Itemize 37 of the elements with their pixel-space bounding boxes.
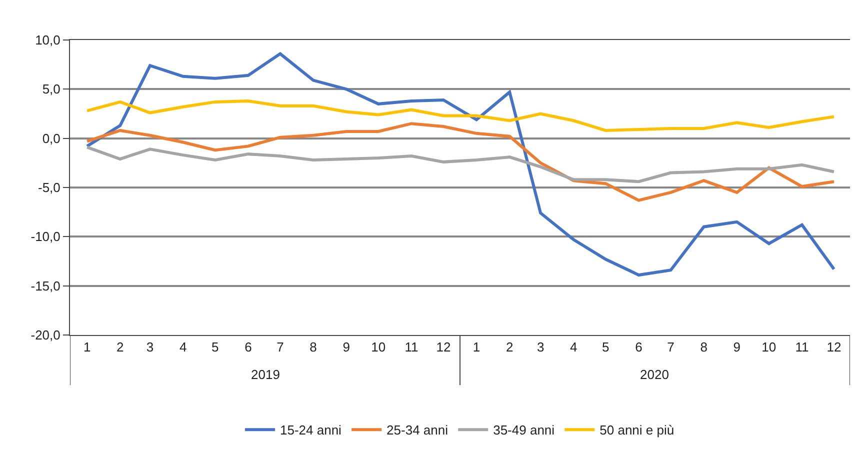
x-tick-label: 10 — [762, 340, 776, 355]
x-tick-label: 10 — [371, 340, 386, 355]
x-tick-label: 5 — [212, 340, 219, 355]
legend-label: 35-49 anni — [493, 422, 555, 438]
x-tick-label: 1 — [83, 340, 91, 355]
x-tick-label: 9 — [733, 340, 741, 355]
x-tick-label: 5 — [602, 340, 610, 355]
text: 2019 — [251, 367, 280, 382]
x-tick-label: 11 — [795, 340, 809, 355]
x-tick-label: 3 — [536, 340, 544, 355]
x-tick-label: 8 — [310, 340, 317, 355]
legend-label: 25-34 anni — [386, 422, 448, 438]
y-tick-label: 10,0 — [35, 32, 60, 48]
x-tick-label: 8 — [700, 340, 708, 355]
y-tick-label: -10,0 — [30, 229, 60, 244]
x-tick-label: 4 — [570, 340, 578, 355]
x-tick-label: 6 — [635, 340, 642, 355]
legend-label: 15-24 anni — [280, 422, 342, 438]
legend-label: 50 anni e più — [600, 422, 674, 438]
x-tick-label: 7 — [276, 340, 284, 355]
text: 2020 — [640, 367, 669, 382]
x-tick-label: 7 — [667, 340, 674, 355]
y-tick-label: 0,0 — [42, 130, 60, 146]
y-tick-label: 5,0 — [42, 82, 60, 97]
y-tick-label: -5,0 — [38, 180, 60, 196]
x-tick-label: 1 — [472, 340, 480, 355]
x-tick-label: 4 — [179, 340, 187, 355]
x-tick-label: 3 — [146, 340, 154, 355]
y-tick-label: -20,0 — [30, 328, 60, 343]
x-tick-label: 2 — [116, 340, 124, 355]
x-tick-label: 11 — [404, 340, 418, 355]
x-tick-label: 12 — [436, 340, 451, 355]
x-tick-label: 9 — [342, 340, 350, 355]
x-tick-label: 12 — [826, 340, 842, 355]
x-tick-label: 6 — [244, 340, 252, 355]
x-tick-label: 2 — [506, 340, 514, 355]
y-tick-label: -15,0 — [30, 278, 60, 294]
